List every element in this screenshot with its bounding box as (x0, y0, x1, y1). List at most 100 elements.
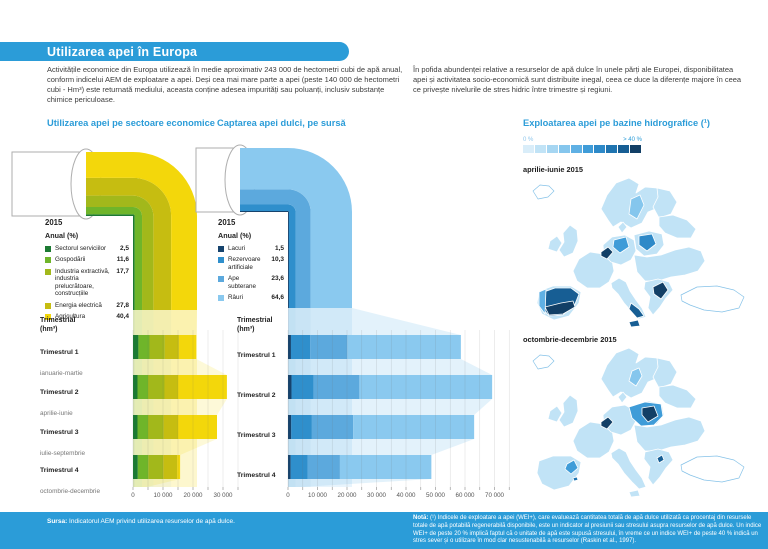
axis-tick-label: 20 000 (184, 492, 203, 499)
map-scale: 0 % > 40 % (523, 137, 642, 153)
legend-item: Lacuri 1,5 (218, 245, 284, 252)
axis-tick-label: 30 000 (367, 492, 386, 499)
source-label: Sursa: (47, 518, 68, 525)
axis-tick-label: 40 000 (397, 492, 416, 499)
legend-item-name: Agricultura (55, 312, 86, 320)
intro-paragraph-right: În pofida abundenței relative a resursel… (413, 65, 742, 94)
flow-band (240, 148, 352, 308)
sweden-stress-patch (628, 194, 645, 220)
legend-item-value: 1,5 (274, 245, 284, 252)
map2-period-label: octombrie-decembrie 2015 (523, 335, 617, 344)
legend-item: Gospodării 11,6 (45, 256, 129, 264)
flow-envelope (133, 310, 197, 335)
page-title: Utilizarea apei în Europa (47, 44, 198, 59)
flow-band (86, 206, 143, 310)
ireland (547, 405, 563, 423)
quarter-label: Trimestrul 1 (237, 352, 276, 359)
scale-swatches (523, 145, 642, 153)
legend-sources: 2015 Anual (%) Lacuri 1,5 Rezervoare artif… (218, 218, 284, 306)
bar-segment (310, 335, 348, 359)
france (572, 251, 615, 289)
map-april-june (532, 177, 745, 328)
denmark (617, 221, 628, 234)
footer-bar (0, 512, 768, 549)
legend-item-value: 10,3 (271, 256, 284, 264)
flow-envelope (288, 359, 493, 375)
legend-item-value: 27,8 (116, 301, 129, 309)
quarterly-unit: (hm³) (40, 326, 58, 334)
italy (610, 447, 647, 490)
legend-item: Agricultura 40,4 (45, 313, 129, 320)
bar-segment (288, 455, 291, 479)
flow-chart-freshwater-abstraction-by-source: 0 10 000 20 000 30 000 40 000 50 000 60 000 70 … (195, 144, 510, 499)
legend-items-sectors: Sectorul serviciilor 2,5 Gospodării 11,6 Ind… (45, 245, 129, 320)
maps-title: Exploatarea apei pe bazine hidrografice … (523, 118, 711, 128)
bar-segment (138, 335, 150, 359)
quarterly-header: Trimestrial (hm³) (237, 316, 307, 334)
quarter-label: Trimestrul 1 ianuarie-martie (40, 349, 83, 377)
quarter-label: Trimestrul 4 (237, 472, 276, 479)
scale-swatch (618, 145, 630, 153)
axis-tick-label: 60 000 (456, 492, 475, 499)
legend-item-value: 40,4 (116, 312, 129, 320)
flow-envelope (133, 399, 227, 415)
flow-envelope (288, 399, 493, 415)
south-italy-stress-patch (628, 302, 645, 319)
bar-segment (163, 415, 178, 439)
method-note: Notă: (¹) Indicele de exploatare a apei … (413, 515, 762, 546)
bar-segment (133, 375, 138, 399)
flow-envelope (133, 439, 217, 455)
quarterly-title: Trimestrial (40, 317, 76, 324)
baltics (658, 214, 697, 239)
axis-tick-label: 50 000 (426, 492, 445, 499)
legend-swatch (218, 246, 224, 252)
scale-min-label: 0 % (523, 137, 534, 143)
france (572, 421, 615, 459)
bar-segment (307, 455, 340, 479)
quarter-label: Trimestrul 2 (237, 392, 276, 399)
legend-swatch (218, 276, 224, 283)
poland-core-stress-patch (641, 405, 659, 423)
bar-segment (353, 415, 475, 439)
flow-envelope (288, 308, 461, 335)
bar-segment (149, 335, 165, 359)
flow-envelope (133, 479, 181, 487)
legend-swatch (45, 268, 51, 275)
bar-segment (359, 375, 493, 399)
quarterly-title: Trimestrial (237, 317, 273, 324)
legend-item-value: 64,6 (271, 294, 284, 302)
axis-tick-label: 30 000 (214, 492, 233, 499)
legend-annual-label: Anual (%) (218, 231, 252, 240)
axis-tick-label: 0 (131, 492, 135, 499)
chart-title-sectors: Utilizarea apei pe sectoare economice (47, 118, 215, 128)
axis-tick-label: 70 000 (485, 492, 504, 499)
legend-item: Rezervoare artificiale 10,3 (218, 256, 284, 271)
source-note: Sursa: Indicatorul AEM privind utilizare… (47, 518, 387, 525)
spain-south-stress-patch (544, 300, 576, 316)
quarterly-header: Trimestrial (hm³) (40, 316, 132, 334)
turkey-outline (680, 455, 745, 483)
legend-swatch (218, 295, 224, 302)
bar-segment (288, 415, 292, 439)
bar-segment (313, 375, 360, 399)
balkans (643, 448, 674, 486)
scale-swatch (546, 145, 558, 153)
iceland-outline (532, 354, 555, 370)
scale-swatch (534, 145, 546, 153)
bar-segment (163, 455, 178, 479)
spain-east-stress-patch (564, 459, 579, 475)
pipe-body (11, 151, 86, 217)
germany-stress-patch (612, 236, 630, 254)
great-britain (558, 224, 579, 258)
legend-year-label: 2015 (45, 218, 63, 227)
bar-segment (291, 375, 314, 399)
legend-item: Industria extractivă, industria prelucră… (45, 268, 129, 298)
legend-items-sources: Lacuri 1,5 Rezervoare artificiale 10,3 Ape s… (218, 245, 284, 302)
bar-segment (148, 415, 164, 439)
legend-item-name: Sectorul serviciilor (55, 245, 107, 252)
flow-band (240, 204, 296, 308)
axis-tick-label: 10 000 (154, 492, 173, 499)
legend-swatch (45, 302, 51, 309)
quarter-label: Trimestrul 4 octombrie-decembrie (40, 467, 101, 495)
